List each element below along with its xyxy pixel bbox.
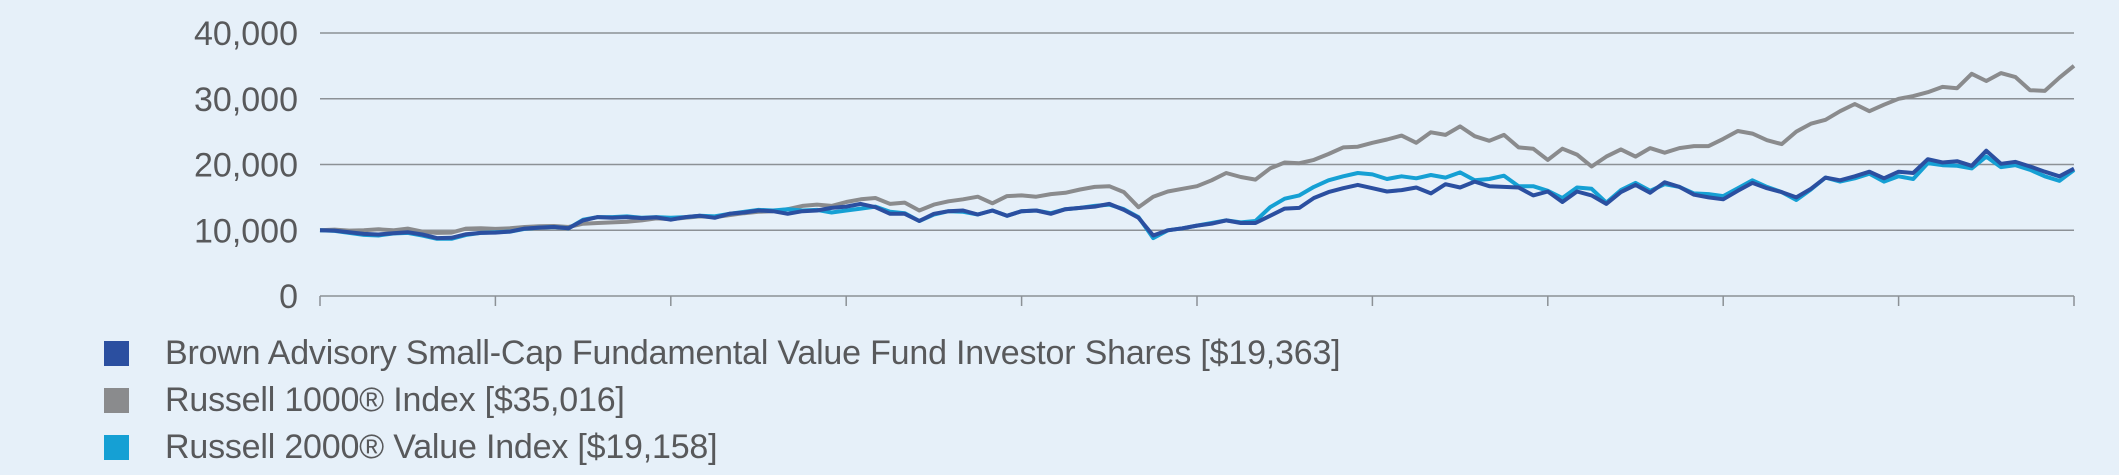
series-line-fund xyxy=(319,148,2075,241)
legend-item-russell-1000: Russell 1000® Index [$35,016] xyxy=(104,377,1340,424)
legend-item-fund: Brown Advisory Small-Cap Fundamental Val… xyxy=(104,330,1341,377)
legend-label-russell-2000-value: Russell 2000® Value Index [$19,158] xyxy=(165,428,718,466)
legend-swatch-russell-1000 xyxy=(104,388,129,413)
legend-swatch-fund xyxy=(104,341,129,366)
legend-label-russell-1000: Russell 1000® Index [$35,016] xyxy=(165,381,625,419)
series-lines xyxy=(319,64,2076,241)
line-chart: 0 10,000 20,000 30,000 40,000 20152016201720… xyxy=(194,15,2076,310)
legend-label-fund: Brown Advisory Small-Cap Fundamental Val… xyxy=(165,334,1341,372)
series-line-russell-1000 xyxy=(319,64,2076,235)
y-tick-label: 0 xyxy=(279,278,298,310)
y-tick-label: 40,000 xyxy=(194,15,298,53)
y-axis: 0 10,000 20,000 30,000 40,000 xyxy=(194,15,298,310)
x-axis: 2015201620172018201920202021202220232024… xyxy=(319,295,2075,306)
legend-item-russell-2000-value: Russell 2000® Value Index [$19,158] xyxy=(104,424,1340,471)
legend-swatch-russell-2000-value xyxy=(104,435,129,460)
legend: Brown Advisory Small-Cap Fundamental Val… xyxy=(104,330,1341,471)
gridlines xyxy=(320,32,2074,231)
y-tick-label: 30,000 xyxy=(194,81,298,119)
y-tick-label: 10,000 xyxy=(194,212,298,250)
y-tick-label: 20,000 xyxy=(194,147,298,185)
